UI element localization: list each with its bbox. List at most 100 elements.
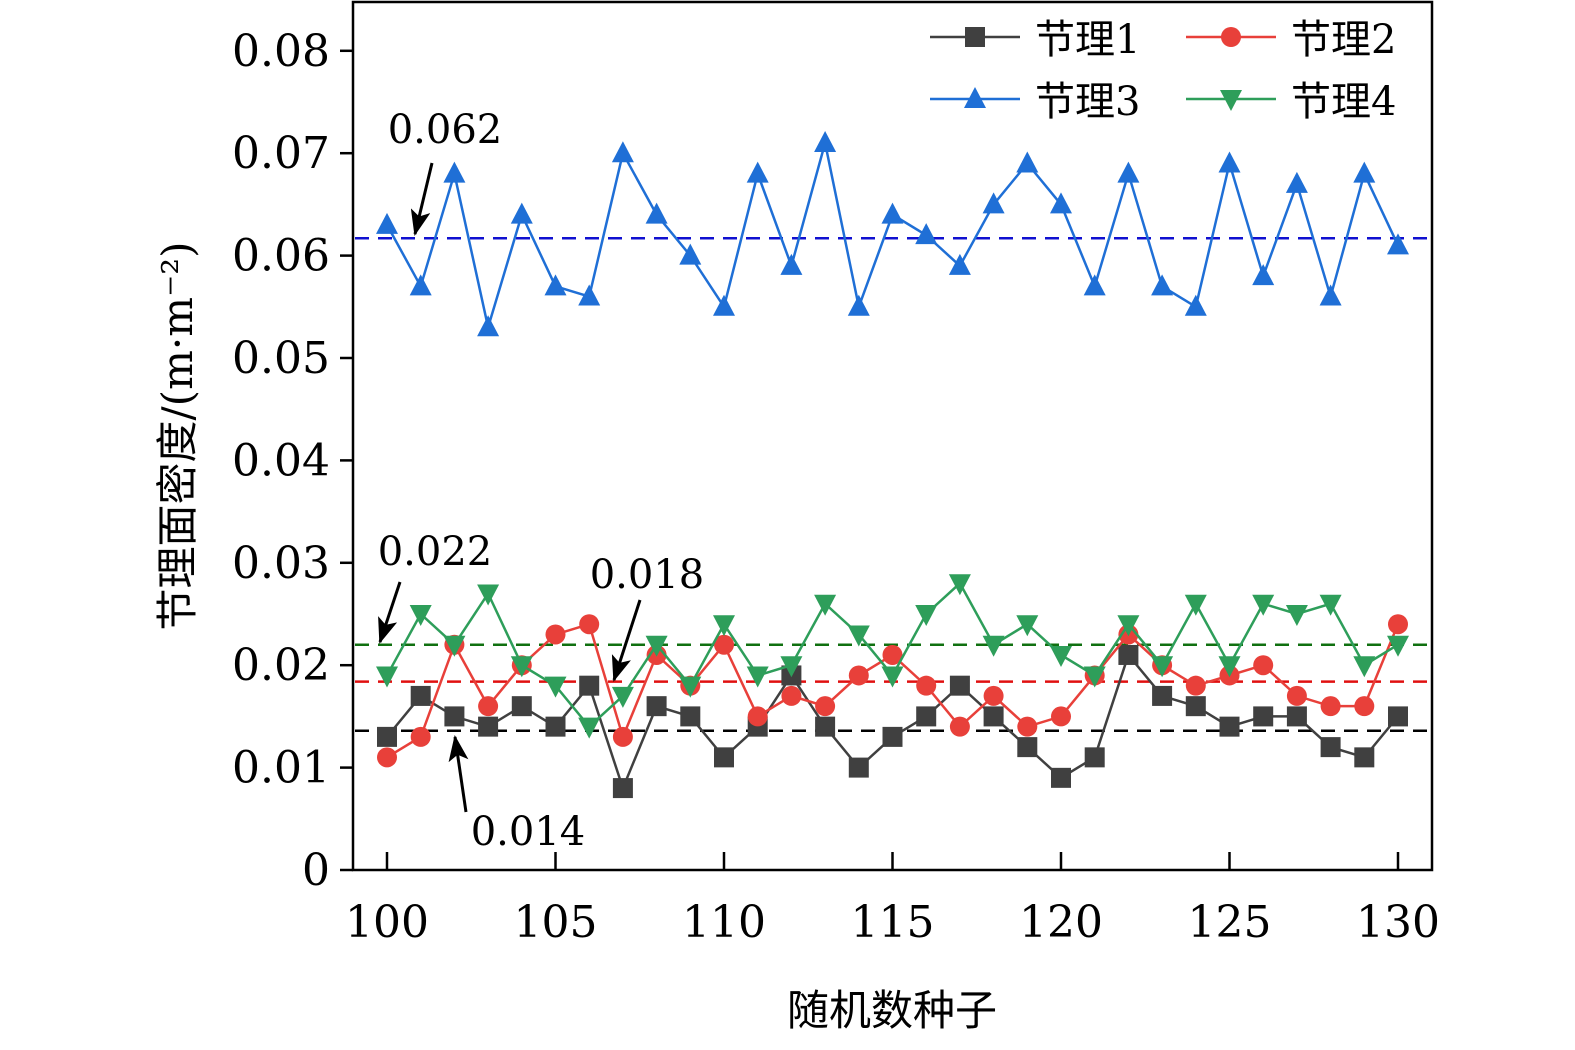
triangle-up-marker [1285,171,1308,193]
x-tick-label: 100 [345,897,429,948]
circle-marker [1286,685,1307,706]
triangle-up-marker [713,294,735,316]
triangle-up-marker [376,212,398,234]
square-marker [1219,716,1240,737]
square-marker [1354,747,1375,768]
triangle-up-marker [443,161,466,183]
triangle-down-marker [645,635,668,657]
triangle-down-marker [1083,666,1106,688]
triangle-up-marker [1184,294,1207,316]
triangle-down-marker [544,676,567,698]
annotations: 0.062 0.022 0.018 0.014 [378,107,705,855]
triangle-up-marker [645,202,668,224]
triangle-down-marker [1117,615,1140,637]
triangle-down-marker [713,615,735,637]
triangle-down-marker [915,605,938,626]
square-marker [916,706,937,727]
square-marker [983,706,1004,727]
triangle-down-marker [1184,594,1207,616]
circle-marker [815,696,836,717]
triangle-up-marker [1151,274,1174,296]
triangle-up-marker [915,223,938,245]
square-marker [965,27,985,47]
triangle-up-marker [1387,233,1409,255]
square-marker [612,778,633,799]
circle-marker [1051,706,1071,727]
square-marker [377,726,397,747]
triangle-up-marker [881,202,904,224]
triangle-down-marker [982,635,1005,657]
square-marker [1152,685,1173,706]
circle-marker [714,634,734,655]
mean-annotation: 0.014 [471,809,586,855]
triangle-down-marker [1252,594,1275,616]
triangle-down-marker [477,584,500,606]
square-marker [815,716,836,737]
y-tick-label: 0.07 [232,128,330,179]
legend-label: 节理1 [1035,17,1140,63]
square-marker [1017,737,1038,758]
triangle-up-marker [544,274,567,296]
triangle-down-marker [1218,656,1241,678]
circle-marker [545,624,566,645]
triangle-up-marker [477,315,500,337]
y-tick-label: 0.01 [232,743,330,794]
annotation-arrow [378,581,402,644]
triangle-down-marker [1016,615,1039,637]
y-tick-label: 0.02 [232,640,330,691]
square-marker [1051,767,1071,788]
series-3 [376,130,1409,337]
x-tick-label: 105 [514,897,598,948]
legend: 节理1 节理2 节理3 节理4 [930,17,1396,125]
annotation-arrow [611,599,642,682]
triangle-down-marker [814,594,837,616]
square-marker [882,726,903,747]
y-axis-label: 节理面密度/(m·m⁻²) [153,242,202,631]
triangle-up-marker [964,87,986,108]
triangle-up-marker [1218,151,1241,173]
x-tick-label: 115 [851,897,935,948]
circle-marker [1320,696,1341,717]
triangle-down-marker [611,686,634,708]
triangle-down-marker [1319,594,1342,616]
circle-marker [848,665,869,686]
square-marker [410,685,431,706]
square-marker [848,757,869,778]
legend-label: 节理2 [1291,17,1396,63]
triangle-down-marker [679,676,702,698]
circle-marker [781,685,802,706]
triangle-up-marker [780,253,803,275]
triangle-up-marker [814,130,837,152]
series-line [385,142,1400,333]
circle-marker [1185,675,1206,696]
circle-marker [1388,614,1408,635]
triangle-up-marker [611,141,634,163]
series-4 [376,574,1409,739]
triangle-up-marker [1252,264,1275,286]
y-tick-label: 0.08 [232,26,330,77]
square-marker [1118,644,1139,665]
y-tick-label: 0.05 [232,333,330,384]
series-group [376,130,1409,799]
circle-marker [1017,716,1038,737]
triangle-up-marker [510,202,533,224]
circle-marker [1221,27,1241,47]
circle-marker [1354,696,1375,717]
x-tick-label: 110 [682,897,766,948]
triangle-up-marker [1353,161,1376,183]
square-marker [579,675,600,696]
triangle-down-marker [510,656,533,678]
circle-marker [478,696,499,717]
triangle-down-marker [1387,635,1409,657]
legend-label: 节理3 [1035,79,1140,125]
triangle-down-marker [948,574,971,596]
triangle-down-marker [376,666,398,688]
y-tick-label: 0.06 [232,231,330,282]
triangle-down-marker [1050,645,1072,667]
circle-marker [377,747,397,768]
triangle-down-marker [746,666,769,688]
square-marker [1320,737,1341,758]
triangle-up-marker [409,274,432,296]
legend-label: 节理4 [1291,79,1396,125]
circle-marker [916,675,937,696]
